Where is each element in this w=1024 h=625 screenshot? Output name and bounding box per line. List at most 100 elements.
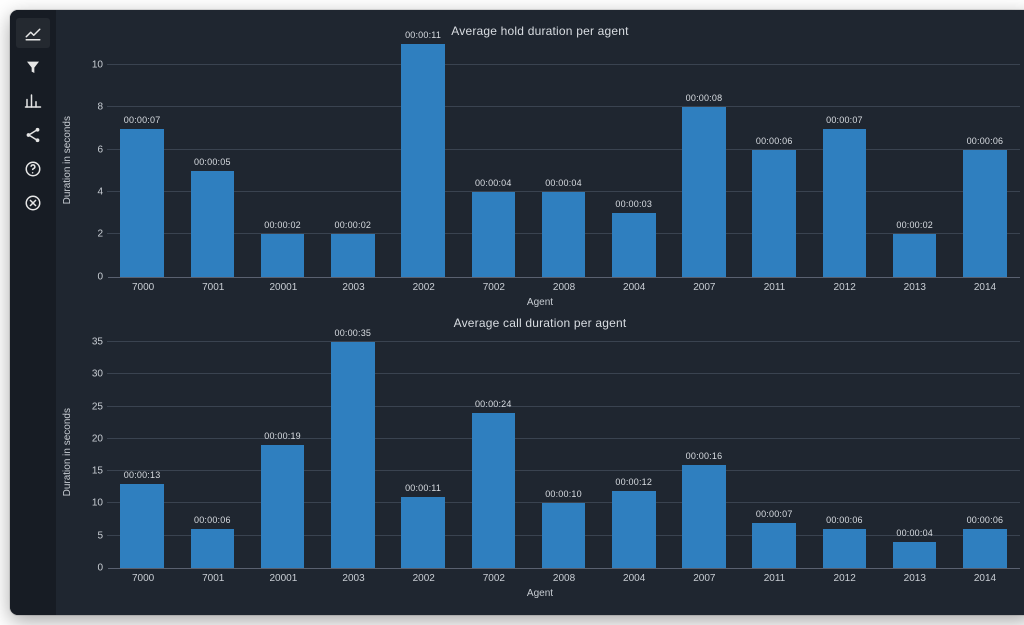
bar[interactable]: 00:00:13 [120, 484, 164, 568]
sidebar [10, 10, 56, 615]
bar[interactable]: 00:00:05 [191, 171, 235, 277]
bar-slot: 00:00:08 [669, 44, 739, 277]
y-tick: 20 [92, 433, 103, 444]
bar[interactable]: 00:00:04 [472, 192, 516, 277]
bar-slot: 00:00:02 [880, 44, 950, 277]
sidebar-help-icon[interactable] [16, 154, 50, 184]
bar[interactable]: 00:00:06 [752, 150, 796, 277]
chart-title: Average call duration per agent [60, 316, 1020, 330]
bar-value-label: 00:00:06 [826, 515, 863, 525]
bar-slot: 00:00:24 [458, 336, 528, 569]
x-tick: 2013 [880, 278, 950, 293]
bar[interactable]: 00:00:24 [472, 413, 516, 568]
bar[interactable]: 00:00:19 [261, 445, 305, 568]
bar[interactable]: 00:00:11 [401, 497, 445, 568]
sidebar-filter-icon[interactable] [16, 52, 50, 82]
bar[interactable]: 00:00:02 [893, 234, 937, 276]
bar-slot: 00:00:13 [107, 336, 177, 569]
bar-slot: 00:00:19 [247, 336, 317, 569]
bar[interactable]: 00:00:06 [963, 150, 1007, 277]
bar[interactable]: 00:00:04 [893, 542, 937, 568]
bar[interactable]: 00:00:11 [401, 44, 445, 277]
bar[interactable]: 00:00:02 [331, 234, 375, 276]
x-tick: 7002 [459, 278, 529, 293]
bar-value-label: 00:00:13 [124, 470, 161, 480]
y-tick: 0 [97, 271, 103, 282]
bar-slot: 00:00:06 [809, 336, 879, 569]
bar-slot: 00:00:06 [950, 336, 1020, 569]
chart-title: Average hold duration per agent [60, 24, 1020, 38]
bar[interactable]: 00:00:06 [963, 529, 1007, 568]
bar[interactable]: 00:00:03 [612, 213, 656, 276]
bar-slot: 00:00:02 [318, 44, 388, 277]
bar-value-label: 00:00:04 [545, 178, 582, 188]
bar-value-label: 00:00:08 [686, 93, 723, 103]
x-tick: 2011 [739, 569, 809, 584]
bar[interactable]: 00:00:16 [682, 465, 726, 568]
x-tick: 2002 [389, 569, 459, 584]
bar-value-label: 00:00:07 [756, 509, 793, 519]
x-axis: 7000700120001200320027002200820042007201… [108, 277, 1020, 293]
bar[interactable]: 00:00:06 [191, 529, 235, 568]
dashboard-frame: Average hold duration per agent Duration … [10, 10, 1024, 615]
plot-area: 00:00:07 00:00:05 00:00:02 00:00:02 00:00:11… [107, 44, 1020, 277]
bar[interactable]: 00:00:07 [823, 129, 867, 277]
x-tick: 7000 [108, 569, 178, 584]
bar-value-label: 00:00:04 [475, 178, 512, 188]
x-axis-label: Agent [60, 297, 1020, 308]
bar-value-label: 00:00:12 [615, 477, 652, 487]
y-tick: 6 [97, 144, 103, 155]
bar-slot: 00:00:02 [247, 44, 317, 277]
x-tick: 20001 [248, 278, 318, 293]
bar-slot: 00:00:04 [458, 44, 528, 277]
x-tick: 2004 [599, 278, 669, 293]
bar[interactable]: 00:00:12 [612, 491, 656, 568]
y-tick: 4 [97, 186, 103, 197]
bar-value-label: 00:00:35 [334, 328, 371, 338]
bar[interactable]: 00:00:06 [823, 529, 867, 568]
sidebar-share-icon[interactable] [16, 120, 50, 150]
bar-value-label: 00:00:07 [826, 115, 863, 125]
x-tick: 2003 [318, 569, 388, 584]
x-axis: 7000700120001200320027002200820042007201… [108, 568, 1020, 584]
bar-slot: 00:00:11 [388, 44, 458, 277]
x-tick: 2014 [950, 569, 1020, 584]
bar[interactable]: 00:00:07 [120, 129, 164, 277]
bar-value-label: 00:00:06 [967, 515, 1004, 525]
main-panel: Average hold duration per agent Duration … [56, 10, 1024, 615]
bar[interactable]: 00:00:04 [542, 192, 586, 277]
bar[interactable]: 00:00:08 [682, 107, 726, 276]
x-tick: 2007 [669, 278, 739, 293]
y-tick: 25 [92, 401, 103, 412]
y-tick: 2 [97, 229, 103, 240]
y-tick: 0 [97, 563, 103, 574]
x-tick: 2008 [529, 569, 599, 584]
y-tick: 8 [97, 102, 103, 113]
bar-slot: 00:00:11 [388, 336, 458, 569]
sidebar-close-icon[interactable] [16, 188, 50, 218]
bar[interactable]: 00:00:10 [542, 503, 586, 568]
y-tick: 35 [92, 336, 103, 347]
y-tick: 30 [92, 369, 103, 380]
bar-slot: 00:00:16 [669, 336, 739, 569]
y-tick: 10 [92, 498, 103, 509]
y-axis-label: Duration in seconds [60, 116, 75, 204]
bar-value-label: 00:00:24 [475, 399, 512, 409]
sidebar-bar-chart-icon[interactable] [16, 86, 50, 116]
bar[interactable]: 00:00:35 [331, 342, 375, 568]
x-axis-label: Agent [60, 588, 1020, 599]
bar-value-label: 00:00:06 [967, 136, 1004, 146]
bar-slot: 00:00:06 [177, 336, 247, 569]
bar-value-label: 00:00:16 [686, 451, 723, 461]
sidebar-lines-icon[interactable] [16, 18, 50, 48]
y-axis-label: Duration in seconds [60, 408, 75, 496]
bar-value-label: 00:00:02 [264, 220, 301, 230]
bar[interactable]: 00:00:02 [261, 234, 305, 276]
x-tick: 20001 [248, 569, 318, 584]
x-tick: 2002 [389, 278, 459, 293]
bar-value-label: 00:00:05 [194, 157, 231, 167]
bar[interactable]: 00:00:07 [752, 523, 796, 568]
x-tick: 2004 [599, 569, 669, 584]
y-tick: 15 [92, 466, 103, 477]
x-tick: 7001 [178, 569, 248, 584]
